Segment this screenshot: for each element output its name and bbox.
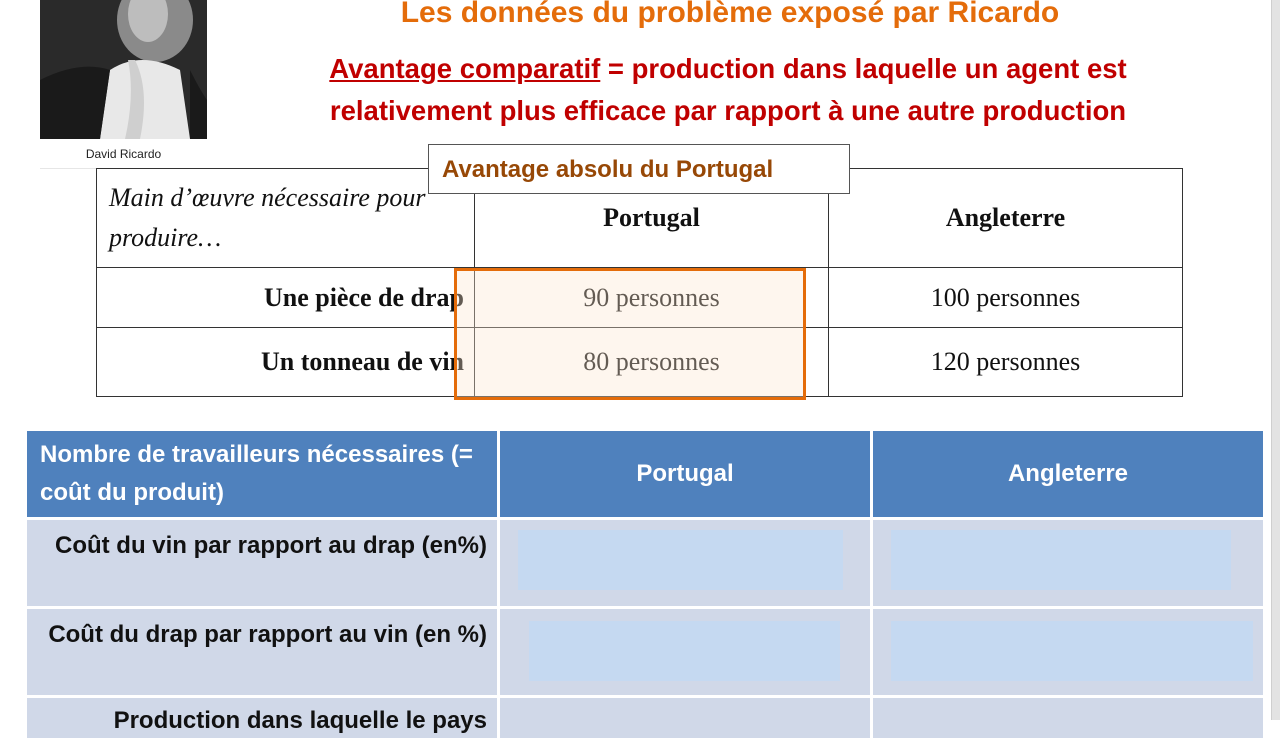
page-title: Les données du problème exposé par Ricar… — [400, 0, 1060, 29]
definition-term: Avantage comparatif — [329, 53, 601, 84]
table-header-cell: Main d’œuvre nécessaire pour produire… — [96, 168, 475, 268]
table-header-cell: Portugal — [500, 431, 870, 517]
row-label: Une pièce de drap — [96, 267, 475, 328]
callout-box: Avantage absolu du Portugal — [428, 144, 850, 194]
table-header-cell: Nombre de travailleurs nécessaires (= co… — [27, 431, 497, 517]
row-label: Coût du drap par rapport au vin (en %) — [48, 621, 487, 648]
table-cell: 120 personnes — [828, 327, 1183, 397]
scrollbar[interactable] — [1271, 0, 1280, 720]
definition-rest: = production dans laquelle un agent est … — [329, 53, 1127, 126]
cost-table: Nombre de travailleurs nécessaires (= co… — [27, 431, 1263, 738]
table-header-cell: Angleterre — [873, 431, 1263, 517]
answer-placeholder — [891, 621, 1253, 681]
portrait-image — [40, 0, 207, 139]
table-cell: 80 personnes — [474, 327, 829, 397]
table-row — [27, 520, 497, 606]
row-label: Production dans laquelle le pays — [113, 707, 487, 734]
row-label: Un tonneau de vin — [96, 327, 475, 397]
answer-placeholder — [529, 621, 840, 681]
definition-text: Avantage comparatif = production dans la… — [258, 48, 1198, 132]
portrait-caption: David Ricardo — [40, 140, 207, 169]
portugal-highlight-box — [454, 268, 806, 400]
answer-placeholder — [891, 530, 1231, 590]
table-cell: 100 personnes — [828, 267, 1183, 328]
table-cell — [873, 698, 1263, 738]
table-cell — [500, 698, 870, 738]
table-row: Un tonneau de vin 80 personnes 120 perso… — [96, 327, 1183, 397]
answer-placeholder — [518, 530, 843, 590]
row-label: Coût du vin par rapport au drap (en%) — [54, 532, 487, 559]
table-header-cell: Angleterre — [828, 168, 1183, 268]
table-row — [27, 609, 497, 695]
